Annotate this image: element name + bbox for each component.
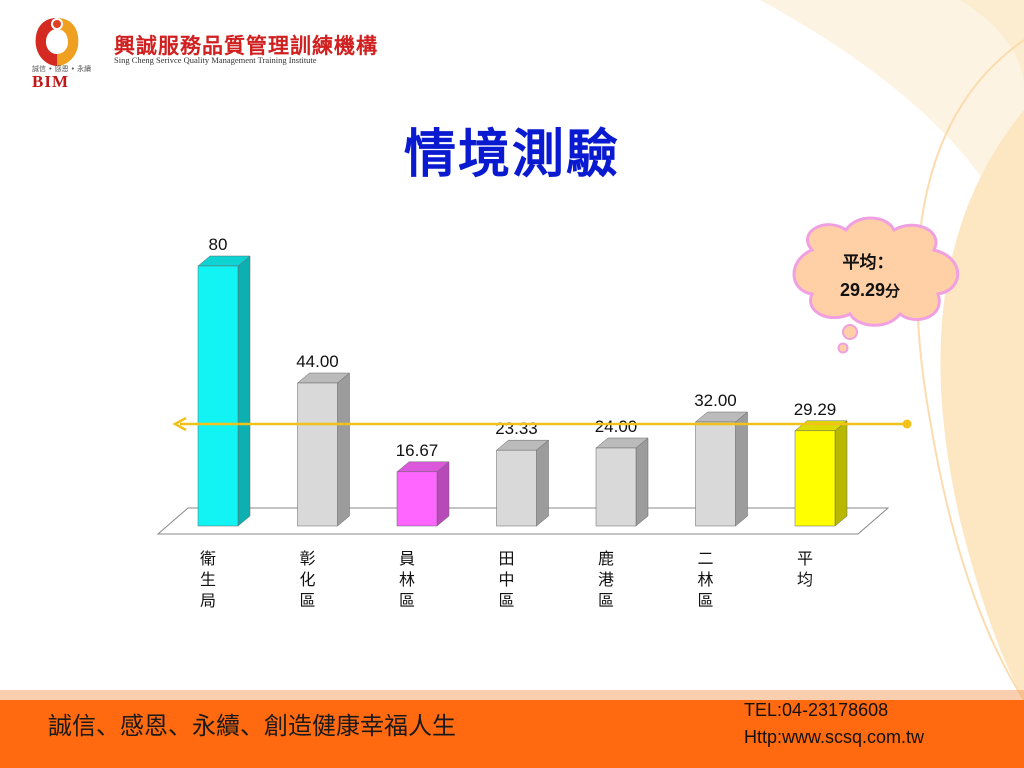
logo-mark-icon — [35, 18, 79, 66]
category-label-1: 衛生局 — [200, 549, 216, 610]
average-reference-line — [172, 416, 912, 432]
data-label-7: 29.29 — [794, 400, 837, 419]
average-callout: 平均： 29.29分 — [792, 216, 960, 354]
bar-3 — [396, 461, 450, 527]
bar-7 — [794, 420, 848, 527]
data-label-5: 24.00 — [595, 417, 638, 436]
logo-name-zh: 興誠服務品質管理訓練機構 — [114, 33, 378, 58]
data-label-1: 80 — [209, 235, 228, 254]
logo-abbr: BIM — [32, 72, 69, 91]
bar-2 — [296, 372, 351, 527]
logo: 興誠服務品質管理訓練機構 Sing Cheng Serivce Quality … — [26, 10, 377, 94]
data-label-2: 44.00 — [296, 352, 339, 371]
callout-value: 29.29 — [840, 280, 885, 300]
footer-bar — [0, 700, 1024, 768]
footer-slogan: 誠信、感恩、永續、創造健康幸福人生 — [48, 712, 456, 740]
footer-website: Http:www.scsq.com.tw — [744, 727, 925, 747]
category-label-6: 二林區 — [697, 549, 713, 610]
page-title: 情境測驗 — [403, 124, 620, 185]
bar-6 — [694, 411, 749, 527]
callout-label: 平均： — [843, 252, 894, 273]
category-label-5: 鹿港區 — [598, 549, 614, 610]
logo-name-en: Sing Cheng Serivce Quality Management Tr… — [114, 55, 317, 65]
bar-4 — [495, 439, 550, 527]
data-label-4: 23.33 — [495, 419, 538, 438]
svg-text:29.29分: 29.29分 — [840, 280, 900, 300]
footer-tel: TEL:04-23178608 — [744, 700, 889, 720]
category-label-3: 員林區 — [399, 549, 415, 610]
category-label-7: 平均 — [797, 549, 813, 589]
data-label-6: 32.00 — [694, 391, 737, 410]
data-label-3: 16.67 — [396, 441, 439, 460]
logo-tagline: 誠信 • 感恩 • 永續 — [32, 65, 92, 73]
category-label-2: 彰化區 — [299, 549, 315, 610]
bar-5 — [595, 437, 649, 527]
category-label-4: 田中區 — [498, 549, 514, 610]
callout-unit: 分 — [885, 282, 900, 300]
bar-1 — [197, 255, 251, 527]
